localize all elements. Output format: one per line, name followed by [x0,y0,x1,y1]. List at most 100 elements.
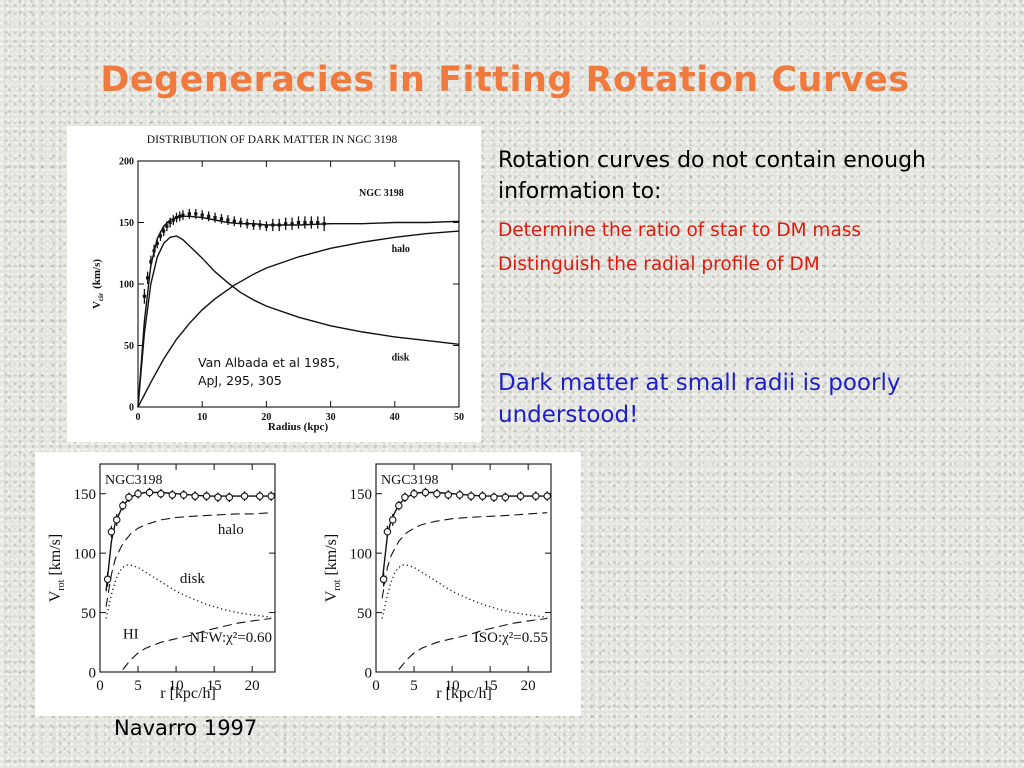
data-point [207,214,211,218]
bullet-list: Rotation curves do not contain enough in… [498,145,998,275]
y-tick-label: 0 [89,665,97,681]
series-label-halo: halo [392,244,410,255]
data-point [240,492,249,500]
data-point [277,223,281,227]
x-axis-label: r [kpc/h] [436,685,492,702]
citation-line-1: Van Albada et al 1985, [198,355,340,370]
y-axis-subscript: cir [97,293,105,301]
data-point [152,249,156,253]
x-axis-label: r [kpc/h] [160,685,216,702]
y-tick-label: 150 [350,487,373,503]
data-point [421,488,430,497]
data-point [119,501,127,510]
data-point [478,492,487,500]
y-tick-label: 0 [365,665,373,681]
data-point [264,224,268,228]
y-axis-subscript: rot [332,579,343,590]
y-axis-subscript: rot [56,579,67,590]
plot-frame [99,463,276,673]
data-point [245,222,249,226]
data-point [149,260,153,264]
data-point [178,214,182,218]
chart-title: DISTRIBUTION OF DARK MATTER IN NGC 3198 [147,134,398,146]
dark-matter-distribution-plot: 0 10 20 30 40 50 0 50 100 150 200 DISTRIBUTION OF D… [91,134,464,433]
citation-line-2: ApJ, 295, 305 [198,373,282,388]
y-axis-label: Vrot [km/s] [47,534,67,602]
fit-label: NFW:χ²=0.60 [189,630,272,646]
y-tick-label: 150 [74,487,97,503]
chart-1: 0 5 10 15 20 0 50 100 150 NGC3198 r [kpc/h] Vrot [km… [47,463,276,702]
series-line-0 [381,491,548,583]
data-point [516,492,525,500]
data-point [532,492,540,500]
data-point [501,493,510,502]
series-line-hi [122,617,272,670]
data-point [181,213,185,217]
data-point [194,212,198,216]
x-axis-label: Radius (kpc) [268,421,329,433]
data-point [322,222,326,226]
y-axis-unit: [km/s] [323,534,340,576]
y-tick-label: 0 [129,403,134,414]
y-tick-label: 50 [124,341,134,352]
data-point [219,217,224,221]
data-point [162,229,166,233]
series-line-halo [137,230,460,408]
chart-title: NGC3198 [381,473,439,488]
y-tick-label: 100 [119,280,134,291]
x-tick-label: 0 [372,678,380,694]
data-point [379,575,388,584]
y-tick-label: 50 [357,606,372,622]
chart-inset-label: NGC 3198 [359,188,404,199]
x-tick-label: 0 [96,678,104,694]
data-point [239,220,243,225]
data-point [202,492,211,500]
navarro-fit-charts: 0 5 10 15 20 0 50 100 150 NGC3198 r [kpc/h] Vrot[km… [35,452,581,716]
data-point [258,223,262,227]
y-axis-unit: (km/s) [91,259,103,289]
data-point [543,492,551,500]
x-tick-label: 50 [454,412,464,423]
chart-0: 0 10 20 30 40 50 0 50 100 150 200 DISTRIBUTION OF D… [91,134,464,433]
x-tick-label: 30 [326,412,336,423]
data-point [213,215,217,220]
slide-title: Degeneracies in Fitting Rotation Curves [100,60,910,100]
data-point [168,491,177,499]
series-label-disk: disk [180,571,206,587]
series-line-0 [137,215,460,408]
plot-frame [137,160,460,408]
series-label-hi: HI [123,627,139,643]
data-point [226,218,230,222]
y-tick-label: 50 [81,606,96,622]
intro-text: Rotation curves do not contain enough in… [498,148,926,204]
data-point [467,492,475,500]
data-point [401,493,409,502]
x-tick-label: 15 [207,678,222,694]
ngc3198-dark-matter-chart: 0 10 20 30 40 50 0 50 100 150 200 DISTRIBUTION OF D… [67,126,481,442]
x-tick-label: 20 [261,412,271,423]
data-point [267,492,275,500]
x-tick-label: 15 [483,678,498,694]
data-point [433,489,441,498]
data-point [316,220,320,225]
y-axis-symbol: V [323,590,340,602]
point-star-dm-ratio: Determine the ratio of star to DM mass [498,220,862,241]
data-point [174,215,179,220]
x-tick-label: 5 [134,678,142,694]
data-point [296,220,301,225]
series-label-halo: halo [218,522,244,538]
data-point [142,294,147,298]
series-line-2 [381,564,548,619]
data-point [157,489,165,498]
data-point [179,491,188,499]
y-axis-label: Vrot [km/s] [323,534,343,602]
data-point [455,491,464,499]
data-point [171,218,175,222]
series-line-disk [137,235,460,408]
x-tick-label: 20 [245,678,260,694]
series-line-halo [105,512,272,607]
y-axis-label: Vcir (km/s) [91,259,105,309]
y-tick-label: 100 [350,546,373,562]
data-point [158,234,163,238]
x-tick-label: 40 [390,412,400,423]
